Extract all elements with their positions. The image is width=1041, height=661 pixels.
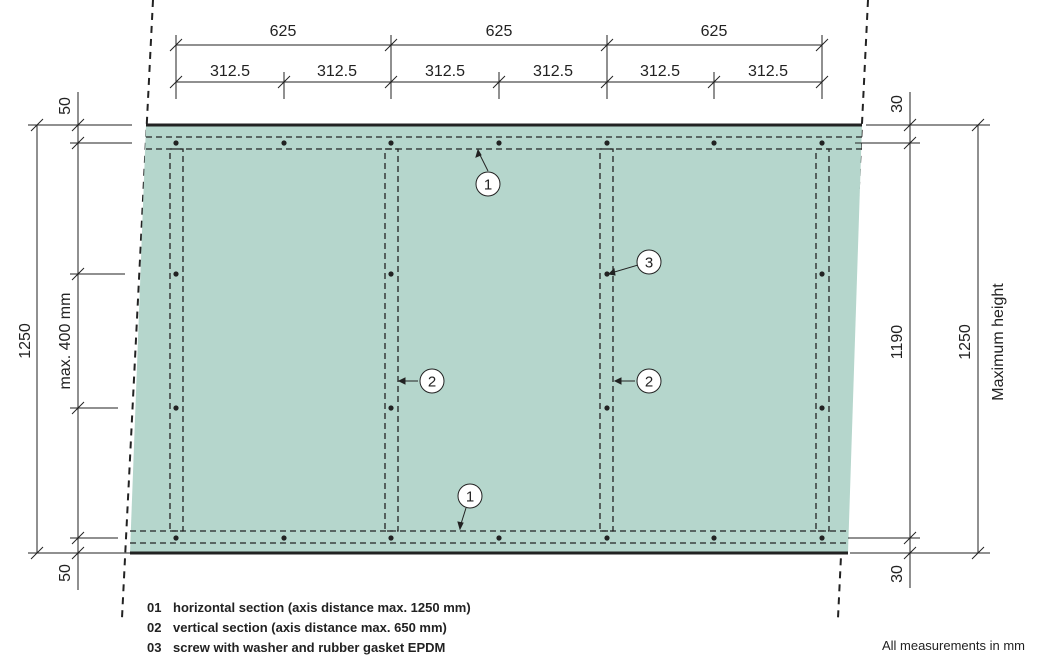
screw-points <box>173 140 825 541</box>
screw-icon <box>819 271 825 277</box>
callout-label: 2 <box>645 374 653 391</box>
dim-left-50-bottom: 50 <box>57 564 74 582</box>
screw-icon <box>388 140 394 146</box>
top-dimension-labels: 625 625 625 312.5 312.5 312.5 312.5 312.… <box>210 23 788 80</box>
callout-label: 1 <box>484 177 492 194</box>
legend-num: 02 <box>147 620 162 635</box>
screw-icon <box>604 140 610 146</box>
screw-icon <box>711 535 717 541</box>
dim-left-50-top: 50 <box>57 97 74 115</box>
cladding-panel <box>130 125 862 553</box>
legend-text: vertical section (axis distance max. 650… <box>173 620 447 635</box>
callout-label: 3 <box>645 255 653 272</box>
callout-label: 2 <box>428 374 436 391</box>
dim-625: 625 <box>270 23 297 40</box>
dim-right-1190: 1190 <box>889 325 906 360</box>
legend-item: 01 horizontal section (axis distance max.… <box>147 598 471 618</box>
screw-icon <box>173 140 179 146</box>
screw-icon <box>388 271 394 277</box>
legend-text: horizontal section (axis distance max. 1… <box>173 600 471 615</box>
right-dimension-labels: 30 30 1190 1250 Maximum height <box>889 95 1007 583</box>
dim-625: 625 <box>701 23 728 40</box>
legend-num: 03 <box>147 640 162 655</box>
screw-icon <box>819 140 825 146</box>
legend-item: 03 screw with washer and rubber gasket EP… <box>147 638 471 658</box>
dim-312-5: 312.5 <box>748 63 788 80</box>
dim-625: 625 <box>486 23 513 40</box>
callout-2-right <box>636 368 662 394</box>
screw-icon <box>604 535 610 541</box>
vertical-sections <box>169 148 830 532</box>
top-dimension-lines <box>169 35 829 99</box>
dim-right-30-top: 30 <box>889 95 906 113</box>
dim-right-maximum-height: Maximum height <box>990 283 1007 401</box>
screw-icon <box>711 140 717 146</box>
callout-labels: 1 1 2 2 3 <box>428 177 653 506</box>
right-dimension-lines <box>848 92 990 588</box>
callout-2-left <box>419 368 445 394</box>
callout-3 <box>636 249 662 275</box>
dim-312-5: 312.5 <box>533 63 573 80</box>
screw-icon <box>281 140 287 146</box>
callout-label: 1 <box>466 489 474 506</box>
screw-icon <box>604 405 610 411</box>
callouts <box>397 148 662 531</box>
screw-icon <box>496 140 502 146</box>
screw-icon <box>819 405 825 411</box>
left-dimension-labels: 50 50 1250 max. 400 mm <box>17 97 74 582</box>
screw-icon <box>388 535 394 541</box>
screw-icon <box>281 535 287 541</box>
screw-icon <box>819 535 825 541</box>
callout-1-bottom <box>457 483 483 509</box>
screw-icon <box>173 535 179 541</box>
screw-icon <box>388 405 394 411</box>
legend-num: 01 <box>147 600 162 615</box>
dim-left-1250: 1250 <box>17 323 34 359</box>
dim-left-max-400: max. 400 mm <box>57 293 74 390</box>
callout-1-top <box>475 171 501 197</box>
dim-312-5: 312.5 <box>317 63 357 80</box>
dim-right-30-bottom: 30 <box>889 565 906 583</box>
legend-text: screw with washer and rubber gasket EPDM <box>173 640 446 655</box>
screw-icon <box>173 271 179 277</box>
dim-right-1250: 1250 <box>957 324 974 360</box>
screw-icon <box>173 405 179 411</box>
dim-312-5: 312.5 <box>425 63 465 80</box>
legend-item: 02 vertical section (axis distance max. 6… <box>147 618 471 638</box>
dim-312-5: 312.5 <box>640 63 680 80</box>
screw-icon <box>604 271 610 277</box>
dim-312-5: 312.5 <box>210 63 250 80</box>
left-dimension-lines <box>28 92 132 590</box>
measurement-note: All measurements in mm <box>881 638 1025 653</box>
screw-icon <box>496 535 502 541</box>
legend: 01 horizontal section (axis distance max.… <box>147 598 471 658</box>
